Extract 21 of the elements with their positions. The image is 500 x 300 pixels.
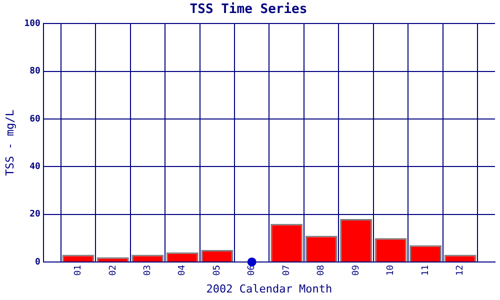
y-tick-label: 20 [30, 210, 40, 220]
x-tick-label: 10 [386, 264, 396, 276]
x-tick-label: 01 [74, 264, 84, 276]
x-tick-label: 04 [178, 264, 188, 276]
x-tick-label: 08 [316, 264, 327, 276]
x-axis-title: 2002 Calendar Month [206, 282, 332, 296]
x-tick-label: 02 [108, 264, 118, 276]
y-tick-label: 40 [30, 162, 40, 172]
y-tick-label: 80 [30, 66, 40, 77]
x-tick-label: 11 [420, 264, 431, 276]
x-tick-label: 07 [282, 264, 292, 276]
x-tick-label: 05 [212, 264, 222, 276]
x-tick-label: 06 [247, 264, 258, 276]
y-tick-label: 100 [24, 18, 40, 29]
y-axis-title: TSS - mg/L [3, 109, 16, 176]
chart-title: TSS Time Series [190, 2, 308, 18]
y-tick-label: 0 [35, 257, 40, 268]
x-tick-label: 12 [456, 264, 466, 276]
x-tick-label: 03 [143, 264, 153, 276]
x-tick-label: 09 [351, 264, 362, 276]
y-tick-label: 60 [30, 114, 40, 124]
